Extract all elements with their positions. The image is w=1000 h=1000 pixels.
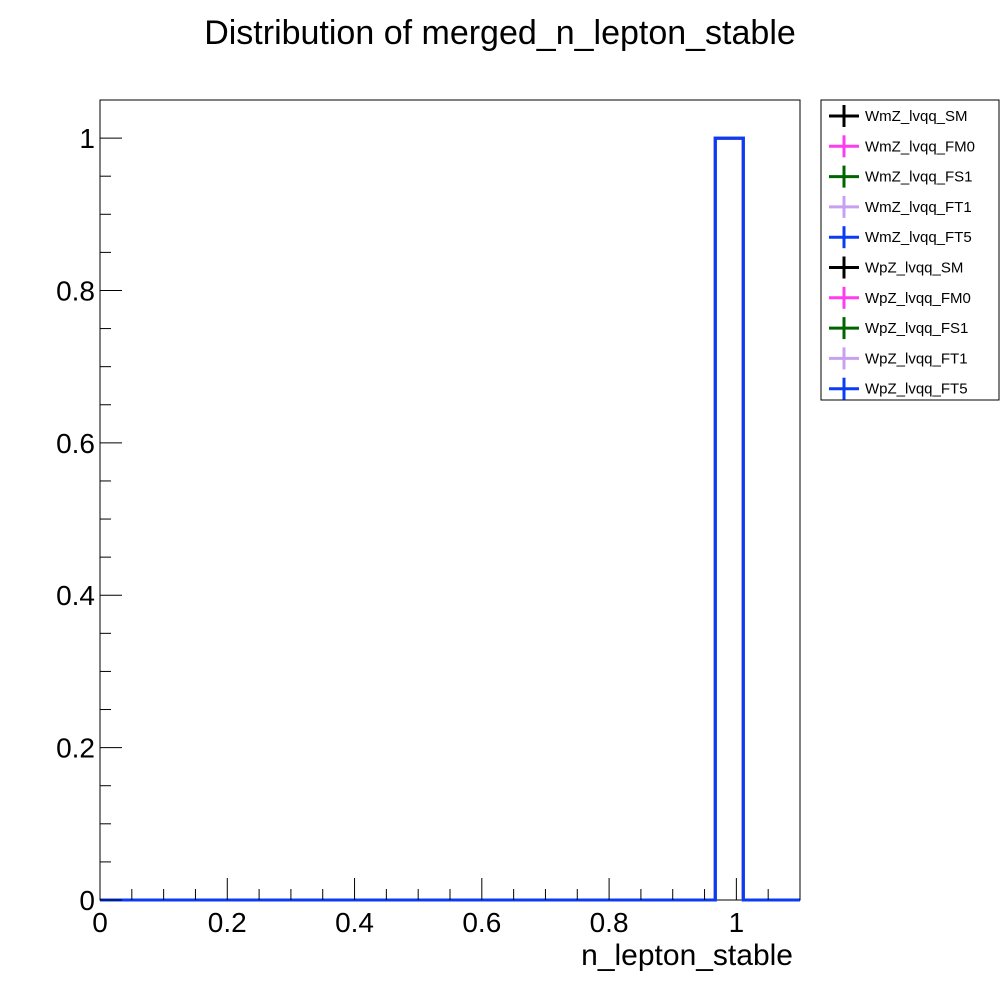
x-tick-label: 0.6 <box>462 907 501 938</box>
legend-entry-label: WmZ_lvqq_FM0 <box>865 138 975 155</box>
series-line <box>100 136 800 902</box>
legend-entry-label: WpZ_lvqq_SM <box>865 260 963 277</box>
legend-entry-label: WmZ_lvqq_FT5 <box>865 229 972 246</box>
x-tick-label: 1 <box>729 907 745 938</box>
y-axis: 0 0.2 0.4 0.6 0.8 1 <box>56 99 122 916</box>
y-tick-label: 0.8 <box>56 275 95 306</box>
legend-entry-label: WmZ_lvqq_FS1 <box>865 169 973 186</box>
series-line <box>100 136 800 902</box>
y-tick-label: 0.6 <box>56 428 95 459</box>
series-line <box>100 136 800 902</box>
legend-box <box>820 99 1000 401</box>
y-tick-label: 0.2 <box>56 733 95 764</box>
x-tick-label: 0 <box>92 907 108 938</box>
legend-entry-label: WmZ_lvqq_SM <box>865 108 968 125</box>
series-line <box>100 136 800 902</box>
legend-entry-label: WpZ_lvqq_FM0 <box>865 290 971 307</box>
legend: WmZ_lvqq_SM WmZ_lvqq_FM0 WmZ_lvqq_FS1 WmZ_l… <box>820 99 1000 401</box>
plot-frame <box>99 99 801 901</box>
series-line <box>100 136 800 902</box>
series-line <box>100 136 800 902</box>
y-tick-label: 1 <box>79 123 95 154</box>
series-line <box>100 136 800 902</box>
legend-entry-label: WmZ_lvqq_FT1 <box>865 199 972 216</box>
x-tick-label: 0.4 <box>335 907 374 938</box>
x-tick-label: 0.2 <box>208 907 247 938</box>
y-tick-label: 0.4 <box>56 580 95 611</box>
series-line <box>100 136 800 902</box>
x-axis: 0 0.2 0.4 0.6 0.8 1 <box>92 878 801 938</box>
y-tick-label: 0 <box>79 885 95 916</box>
x-axis-label: n_lepton_stable <box>581 939 793 972</box>
series-layer <box>100 136 800 902</box>
series-line <box>100 136 800 902</box>
legend-entry-label: WpZ_lvqq_FT1 <box>865 350 968 367</box>
chart-title: Distribution of merged_n_lepton_stable <box>204 14 796 52</box>
legend-entry-label: WpZ_lvqq_FS1 <box>865 320 968 337</box>
series-line <box>100 136 800 902</box>
legend-entry-label: WpZ_lvqq_FT5 <box>865 381 968 398</box>
x-tick-label: 0.8 <box>590 907 629 938</box>
